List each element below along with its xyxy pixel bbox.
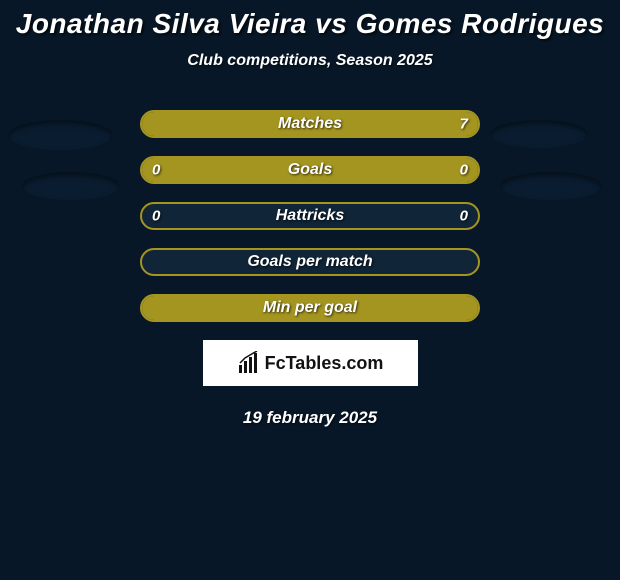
stat-row-goals: 0 Goals 0	[140, 156, 480, 184]
stat-row-gpm: Goals per match	[140, 248, 480, 276]
decorative-ellipse	[22, 172, 120, 200]
stats-area: Matches 7 0 Goals 0 0 Hattricks 0 Goals …	[0, 110, 620, 428]
decorative-ellipse	[8, 120, 113, 150]
stat-label: Goals	[142, 161, 478, 179]
stat-row-mpg: Min per goal	[140, 294, 480, 322]
logo-text: FcTables.com	[265, 353, 384, 374]
stat-label: Min per goal	[142, 299, 478, 317]
stat-value-right: 7	[460, 116, 468, 133]
subtitle: Club competitions, Season 2025	[0, 52, 620, 70]
date-text: 19 february 2025	[0, 408, 620, 428]
stat-row-matches: Matches 7	[140, 110, 480, 138]
stat-value-right: 0	[460, 162, 468, 179]
stat-label: Goals per match	[142, 253, 478, 271]
logo-box: FcTables.com	[203, 340, 418, 386]
stat-label: Hattricks	[142, 207, 478, 225]
page-title: Jonathan Silva Vieira vs Gomes Rodrigues	[0, 0, 620, 40]
stat-label: Matches	[142, 115, 478, 133]
decorative-ellipse	[500, 172, 602, 200]
stat-row-hattricks: 0 Hattricks 0	[140, 202, 480, 230]
chart-icon	[237, 351, 261, 375]
stat-value-right: 0	[460, 208, 468, 225]
decorative-ellipse	[490, 120, 588, 148]
